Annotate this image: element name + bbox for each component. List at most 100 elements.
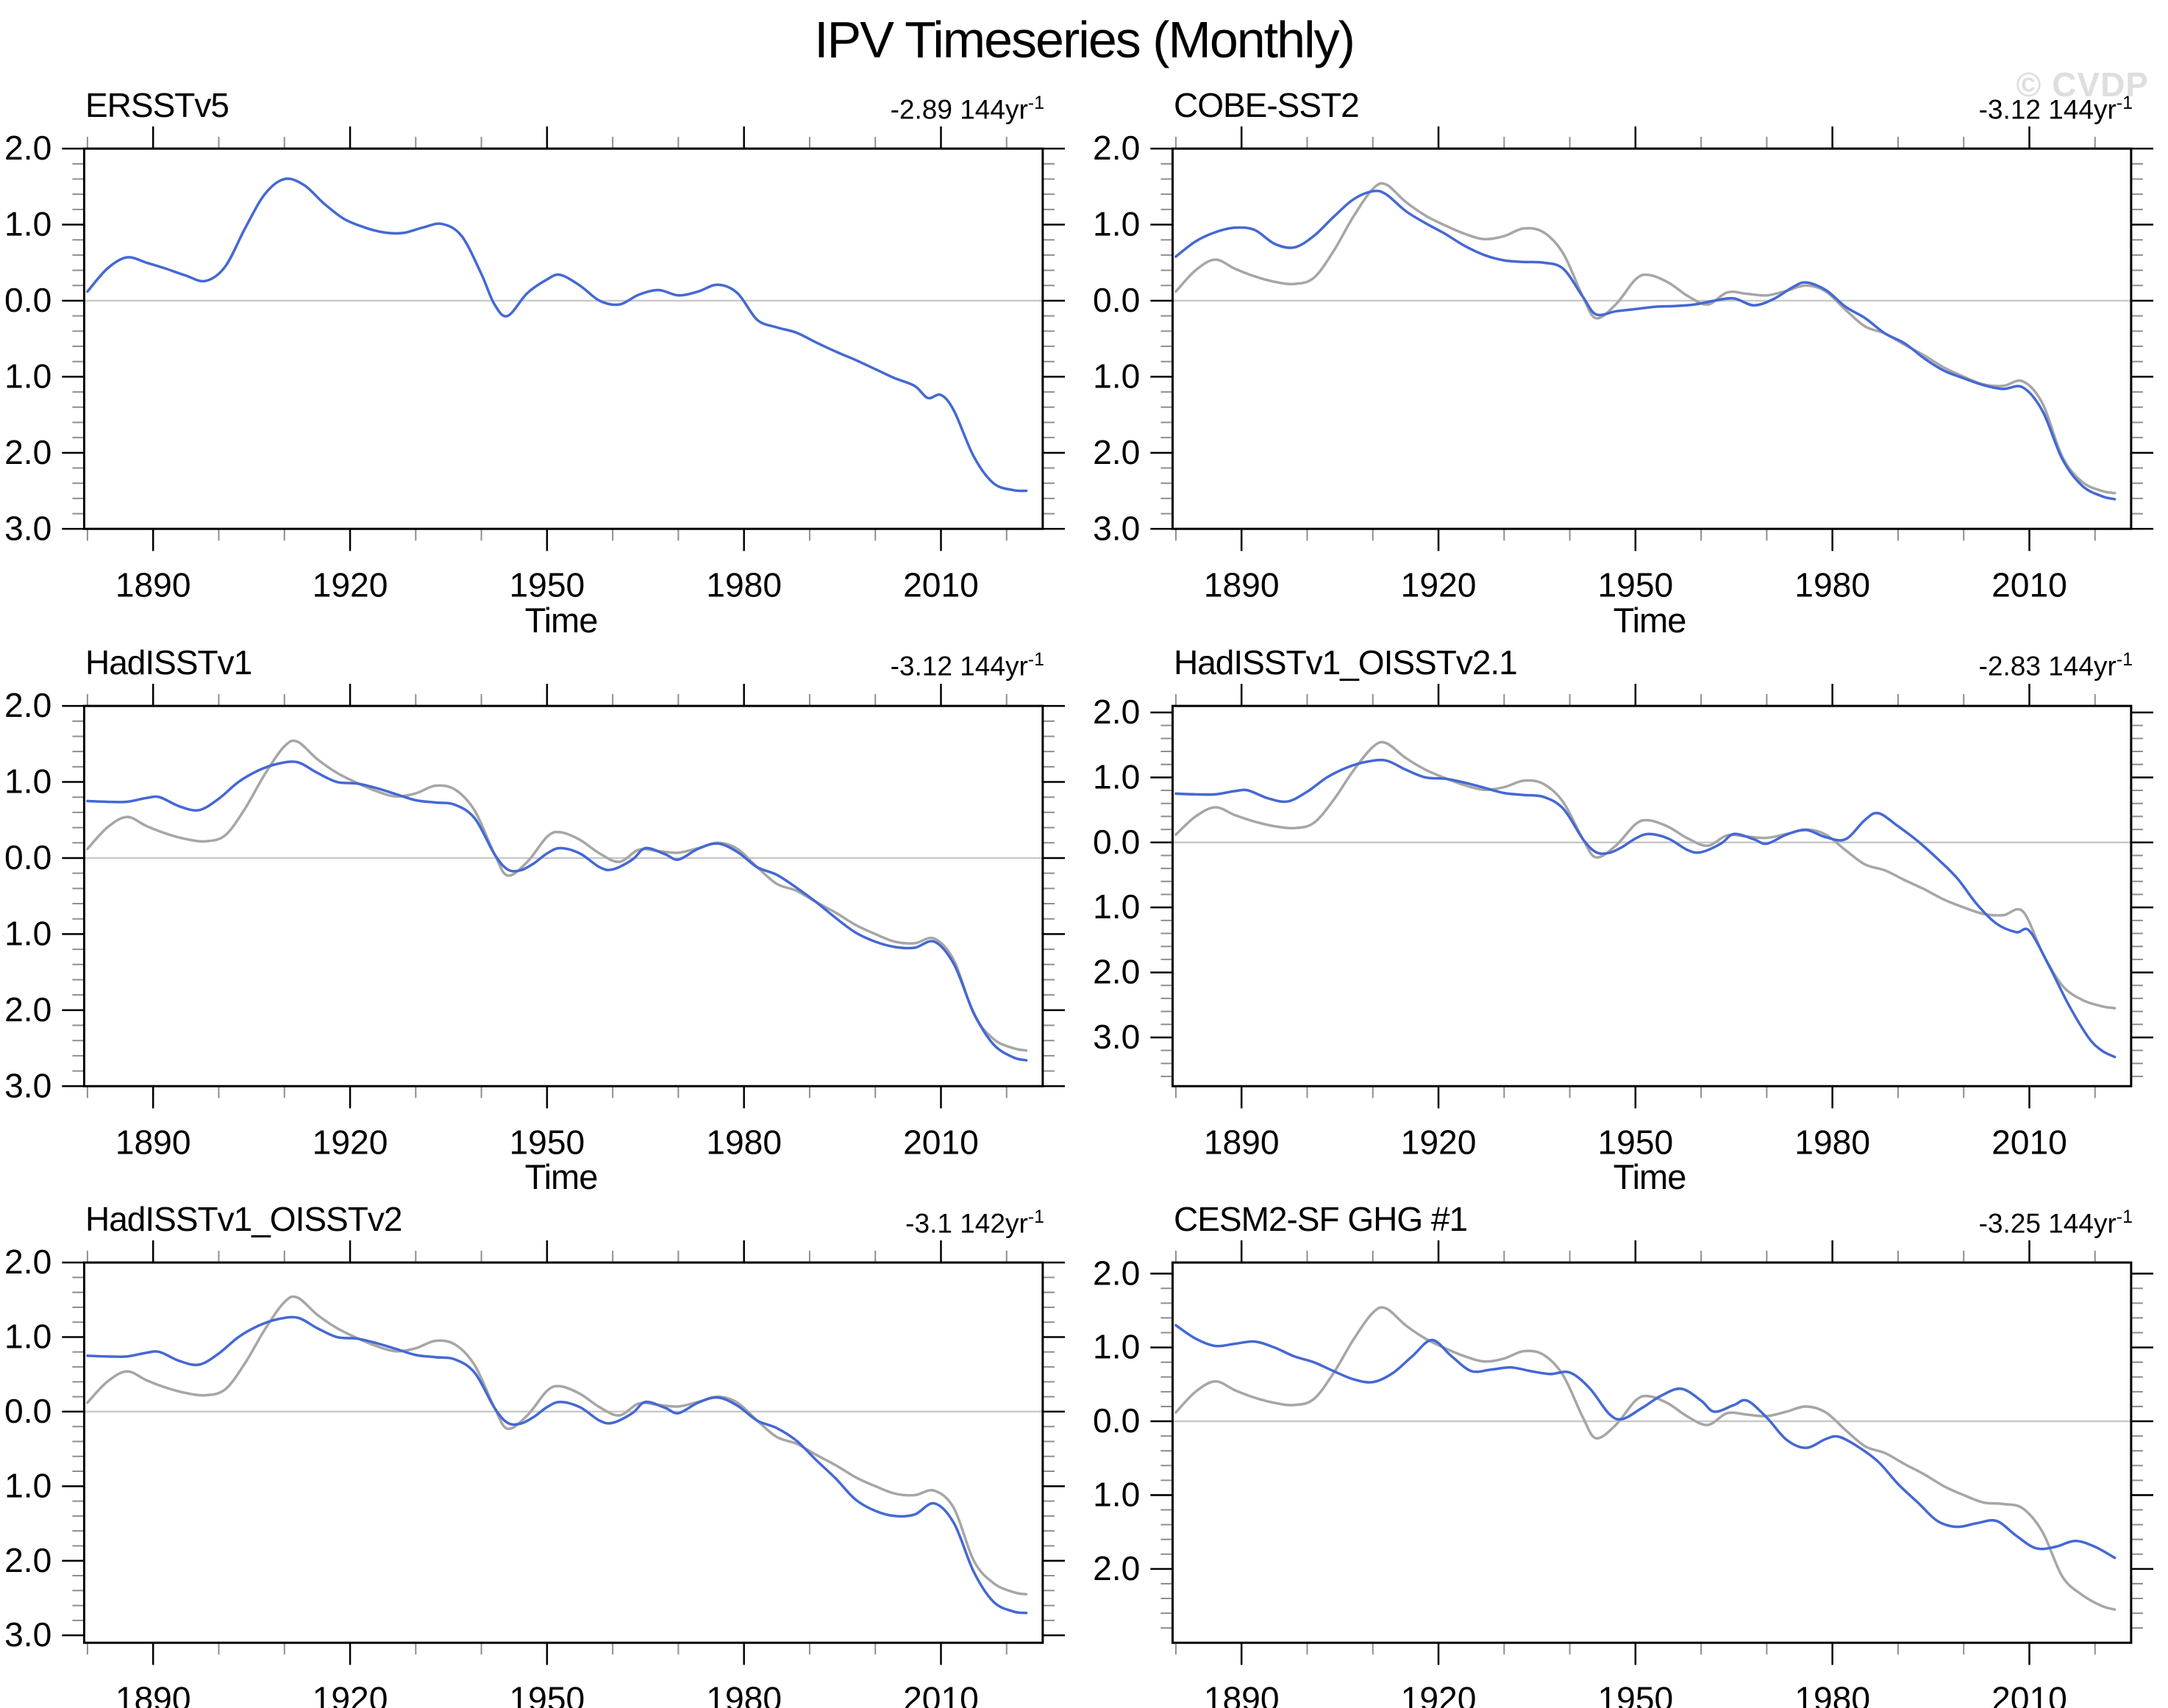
- y-tick-label: -2.0: [1091, 952, 1140, 990]
- y-tick-label: 0.0: [4, 1392, 51, 1430]
- trend-exponent: -1: [2116, 92, 2133, 113]
- series-group: [1174, 182, 2117, 501]
- trend-exponent: -1: [1027, 649, 1044, 671]
- x-tick-label: 1950: [509, 1680, 585, 1708]
- plot-area: 1890 1920 1950 1980 2010 2.0 1.0 0.0 -1.0 -2.0 -3.…: [1091, 126, 2155, 603]
- plot-area: 1890 1920 1950 1980 2010 2.0 1.0 0.0 -1.0 -2.0 -3.…: [1091, 683, 2155, 1159]
- panel-title: HadISSTv1: [85, 643, 252, 682]
- series-line-reference: [86, 739, 1028, 1052]
- series-line-primary: [1174, 1324, 2117, 1559]
- x-tick-label: 1980: [1794, 1680, 1870, 1708]
- x-tick-label: 2010: [1992, 1123, 2067, 1159]
- x-tick-label: 1890: [1204, 1680, 1280, 1708]
- x-tick-label: 1890: [115, 566, 191, 603]
- x-tick-label: 1950: [509, 1123, 585, 1159]
- series-line-primary: [86, 177, 1028, 493]
- plot-area: 1890 1920 1950 1980 2010 2.0 1.0 0.0 -1.0 -2.0 -3.…: [3, 683, 1066, 1159]
- trend-exponent: -1: [1027, 1207, 1044, 1228]
- chart-panel: HadISSTv1 -3.12 144yr-1 1890 1920 1950 1980…: [3, 641, 1066, 1198]
- series-line-reference: [86, 1296, 1028, 1596]
- y-tick-label: -3.0: [1091, 1018, 1140, 1056]
- series-group: [86, 1296, 1028, 1615]
- figure-title: IPV Timeseries (Monthly): [814, 11, 1355, 68]
- y-tick-label: 2.0: [1093, 129, 1140, 167]
- y-tick-label: 1.0: [4, 1318, 51, 1356]
- chart-panel: CESM2-SF GHG #1 -3.25 144yr-1 1890 1920 19…: [1091, 1198, 2155, 1708]
- x-tick-label: 1950: [1597, 1680, 1673, 1708]
- panel-title: COBE-SST2: [1174, 86, 1360, 124]
- y-tick-label: 0.0: [1093, 823, 1140, 861]
- y-tick-label: -3.0: [3, 509, 51, 547]
- y-tick-label: 1.0: [4, 762, 51, 800]
- y-tick-label: -1.0: [3, 357, 51, 395]
- timeseries-plot: 1890 1920 1950 1980 2010 2.0 1.0 0.0 -1.0 -2.0 -3.…: [3, 1240, 1065, 1708]
- trend-exponent: -1: [2116, 1207, 2133, 1228]
- plot-box: [82, 1261, 1044, 1645]
- x-tick-label: 1980: [1794, 566, 1870, 603]
- y-tick-label: 2.0: [1093, 693, 1140, 731]
- y-tick-label: 1.0: [1093, 205, 1140, 243]
- trend-annotation: -3.1 142yr-1: [905, 1207, 1044, 1239]
- y-tick-label: -1.0: [1091, 357, 1140, 395]
- series-line-reference: [1174, 1306, 2117, 1612]
- trend-value: -3.12 144yr: [890, 651, 1028, 682]
- timeseries-plot: 1890 1920 1950 1980 2010 2.0 1.0 0.0 -1.0 -2.0 -3.…: [1091, 126, 2153, 603]
- series-line-primary: [1174, 758, 2117, 1058]
- x-tick-label: 1890: [115, 1123, 191, 1159]
- y-tick-label: -2.0: [1091, 1549, 1140, 1587]
- x-tick-label: 2010: [903, 566, 979, 603]
- plot-box: [1171, 147, 2133, 530]
- y-tick-label: -1.0: [3, 1467, 51, 1505]
- plot-box: [82, 704, 1044, 1087]
- series-group: [1174, 740, 2117, 1058]
- y-tick-label: -1.0: [3, 914, 51, 952]
- timeseries-plot: 1890 1920 1950 1980 2010 2.0 1.0 0.0 -1.0 -2.0 -3.…: [1091, 683, 2153, 1159]
- x-tick-label: 1920: [1401, 566, 1477, 603]
- y-tick-label: 1.0: [1093, 1328, 1140, 1366]
- series-line-primary: [86, 760, 1028, 1062]
- y-tick-label: 2.0: [4, 686, 51, 724]
- x-axis-title: Time: [524, 1157, 599, 1197]
- panel-header: HadISSTv1_OISSTv2 -3.1 142yr-1: [3, 1198, 1066, 1240]
- trend-annotation: -3.12 144yr-1: [1979, 93, 2133, 125]
- panel-title: HadISSTv1_OISSTv2: [85, 1200, 402, 1239]
- trend-annotation: -2.83 144yr-1: [1979, 649, 2133, 682]
- y-tick-label: 0.0: [1093, 1401, 1140, 1440]
- plot-area: 1890 1920 1950 1980 2010 2.0 1.0 0.0 -1.0 -2.0: [1091, 1240, 2155, 1708]
- panel-header: HadISSTv1 -3.12 144yr-1: [3, 641, 1066, 684]
- timeseries-plot: 1890 1920 1950 1980 2010 2.0 1.0 0.0 -1.0 -2.0 -3.…: [3, 683, 1065, 1159]
- x-axis-title: Time: [1613, 600, 1687, 640]
- timeseries-plot: 1890 1920 1950 1980 2010 2.0 1.0 0.0 -1.0 -2.0: [1091, 1240, 2153, 1708]
- series-line-primary: [86, 1315, 1028, 1615]
- x-tick-label: 1980: [706, 1123, 782, 1159]
- series-line-reference: [1174, 182, 2117, 495]
- y-tick-label: -1.0: [1091, 887, 1140, 926]
- y-tick-label: -1.0: [1091, 1476, 1140, 1514]
- x-tick-label: 1920: [313, 1123, 388, 1159]
- panel-header: ERSSTv5 -2.89 144yr-1: [3, 84, 1066, 126]
- x-tick-label: 1890: [115, 1680, 191, 1708]
- cvdp-watermark: © CVDP: [2016, 65, 2149, 104]
- y-tick-label: 0.0: [4, 281, 51, 319]
- plot-area: 1890 1920 1950 1980 2010 2.0 1.0 0.0 -1.0 -2.0 -3.…: [3, 1240, 1066, 1708]
- y-tick-label: -3.0: [3, 1066, 51, 1104]
- trend-value: -3.12 144yr: [1978, 94, 2117, 124]
- panel-title: HadISSTv1_OISSTv2.1: [1174, 643, 1518, 682]
- panel-header: COBE-SST2 -3.12 144yr-1: [1091, 84, 2155, 126]
- panels-grid: ERSSTv5 -2.89 144yr-1 1890 1920 1950 1980 20…: [0, 84, 2168, 1708]
- chart-panel: ERSSTv5 -2.89 144yr-1 1890 1920 1950 1980 20…: [3, 84, 1066, 641]
- x-tick-label: 1980: [706, 1680, 782, 1708]
- chart-panel: HadISSTv1_OISSTv2.1 -2.83 144yr-1 1890 19…: [1091, 641, 2155, 1198]
- chart-panel: HadISSTv1_OISSTv2 -3.1 142yr-1 1890 1920 1…: [3, 1198, 1066, 1708]
- x-tick-label: 1980: [706, 566, 782, 603]
- series-line-reference: [1174, 740, 2117, 1010]
- x-axis-title: Time: [524, 600, 599, 640]
- x-tick-label: 1890: [1204, 1123, 1280, 1159]
- x-tick-label: 1920: [313, 566, 388, 603]
- x-tick-label: 1980: [1794, 1123, 1870, 1159]
- y-tick-label: 0.0: [4, 838, 51, 876]
- y-tick-label: -3.0: [1091, 509, 1140, 547]
- y-tick-label: -2.0: [3, 1541, 51, 1579]
- plot-box: [82, 147, 1044, 530]
- panel-title: CESM2-SF GHG #1: [1174, 1200, 1468, 1239]
